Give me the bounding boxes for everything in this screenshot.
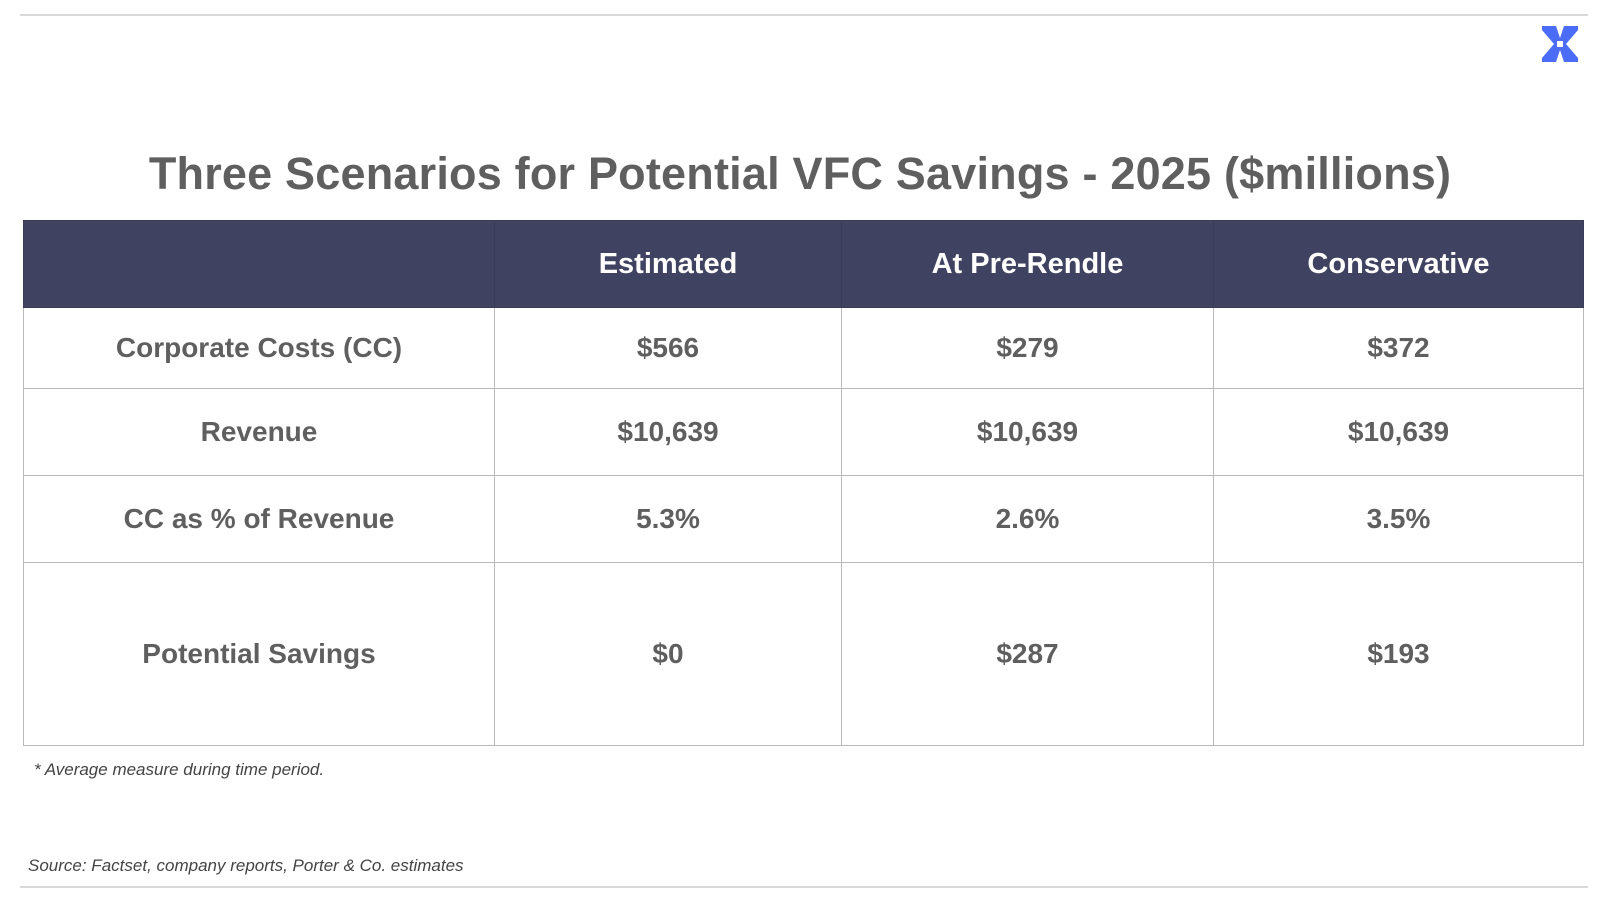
table-cell: $279 — [841, 307, 1214, 389]
row-label: CC as % of Revenue — [23, 475, 495, 563]
row-label: Corporate Costs (CC) — [23, 307, 495, 389]
table-header-row: Estimated At Pre-Rendle Conservative — [23, 220, 1584, 308]
table-cell: $372 — [1213, 307, 1584, 389]
header-cell-blank — [23, 220, 495, 308]
table-cell: $193 — [1213, 562, 1584, 746]
header-cell-conservative: Conservative — [1213, 220, 1584, 308]
footnote: * Average measure during time period. — [34, 760, 325, 779]
top-divider — [20, 14, 1588, 16]
table-row: Corporate Costs (CC) $566 $279 $372 — [23, 307, 1584, 389]
table-cell: $10,639 — [841, 388, 1214, 476]
table-cell: $566 — [494, 307, 842, 389]
table-cell: 5.3% — [494, 475, 842, 563]
page-title: Three Scenarios for Potential VFC Saving… — [148, 148, 1452, 199]
table-cell: $10,639 — [494, 388, 842, 476]
row-label: Potential Savings — [23, 562, 495, 746]
table-cell: $0 — [494, 562, 842, 746]
table-row: Revenue $10,639 $10,639 $10,639 — [23, 388, 1584, 476]
scenarios-table: Estimated At Pre-Rendle Conservative Cor… — [23, 220, 1584, 746]
table-cell: 2.6% — [841, 475, 1214, 563]
table-cell: 3.5% — [1213, 475, 1584, 563]
header-cell-pre-rendle: At Pre-Rendle — [841, 220, 1214, 308]
table-row: Potential Savings $0 $287 $193 — [23, 562, 1584, 746]
table-row: CC as % of Revenue 5.3% 2.6% 3.5% — [23, 475, 1584, 563]
header-cell-estimated: Estimated — [494, 220, 842, 308]
table-cell: $287 — [841, 562, 1214, 746]
source-note: Source: Factset, company reports, Porter… — [28, 856, 464, 875]
x-logo-icon — [1542, 26, 1578, 62]
row-label: Revenue — [23, 388, 495, 476]
bottom-divider — [20, 886, 1588, 888]
table-cell: $10,639 — [1213, 388, 1584, 476]
